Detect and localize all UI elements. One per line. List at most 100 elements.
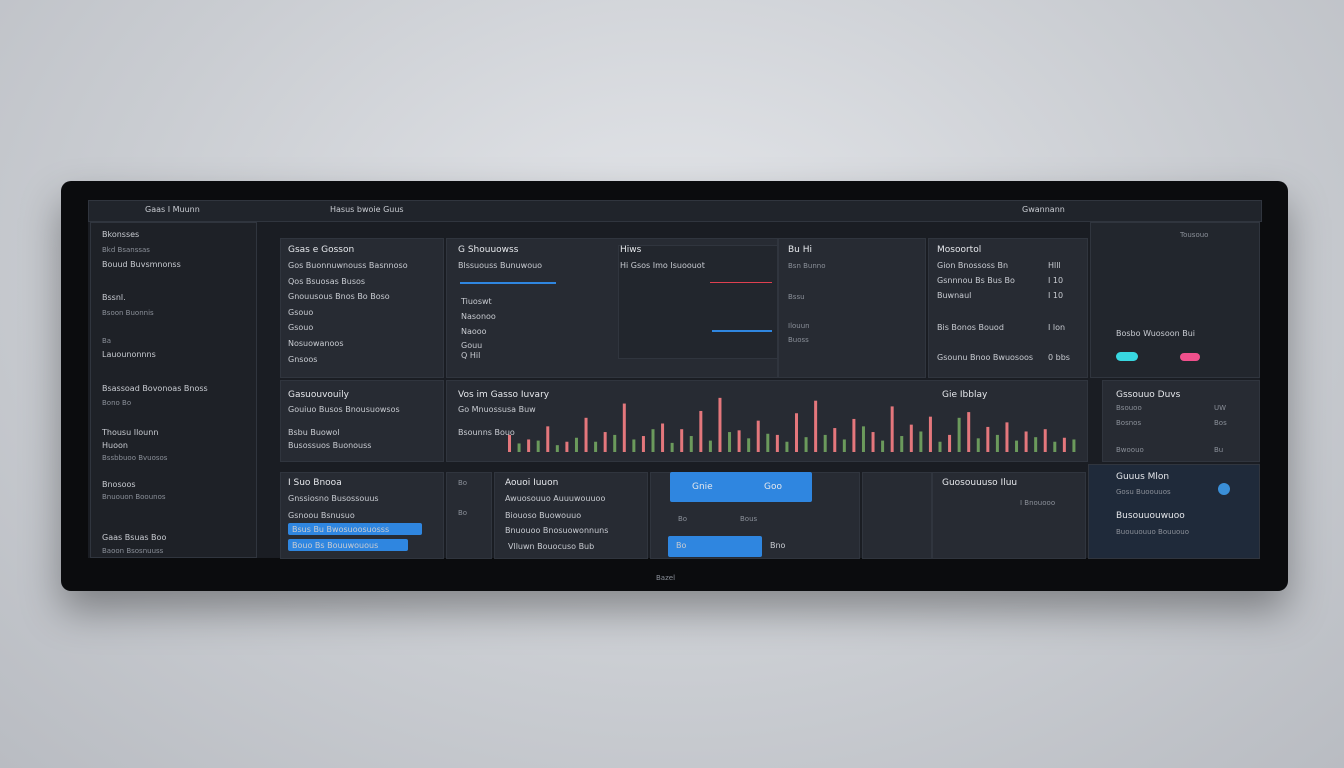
bar xyxy=(555,445,559,452)
bar xyxy=(1015,440,1019,452)
bar xyxy=(584,417,588,452)
label: Gos Buonnuwnouss Basnnoso xyxy=(288,261,408,270)
label: Bssbbuoo Bvuosos xyxy=(102,454,168,462)
label: Bo xyxy=(458,509,468,517)
label: Bouud Buvsmnonss xyxy=(102,260,181,269)
panel xyxy=(1102,380,1260,462)
label: Bnuouoo Bnosuowonnuns xyxy=(505,526,609,535)
label: Bsoon Buonnis xyxy=(102,309,154,317)
tab-header[interactable] xyxy=(670,472,812,502)
bar xyxy=(823,434,827,452)
toggle[interactable] xyxy=(1180,353,1200,361)
label: Buwnaul xyxy=(937,291,972,300)
footer-button[interactable] xyxy=(668,536,762,557)
label: I 10 xyxy=(1048,276,1064,285)
label: Hi Gsos Imo Isuoouot xyxy=(620,261,705,270)
label: Vlluwn Bouocuso Bub xyxy=(508,542,595,551)
screen xyxy=(88,200,1262,559)
label: Bssu xyxy=(788,293,805,301)
label: Bsn Bunno xyxy=(788,262,826,270)
label: Baoon Bsosnuuss xyxy=(102,547,164,555)
button[interactable] xyxy=(288,539,408,551)
panel xyxy=(280,380,444,462)
bar xyxy=(680,429,684,452)
bar xyxy=(881,440,885,452)
label: Lauounonnns xyxy=(102,350,156,359)
panel xyxy=(280,238,444,378)
label: Bu Hi xyxy=(788,245,813,255)
label: Hiws xyxy=(620,245,642,255)
panel xyxy=(862,472,932,559)
bar xyxy=(871,432,875,452)
bar xyxy=(670,442,674,452)
bar xyxy=(718,397,722,452)
panel xyxy=(778,238,926,378)
label: Gsounu Bnoo Bwuosoos xyxy=(937,353,1034,362)
bar xyxy=(1062,437,1066,452)
panel xyxy=(932,472,1086,559)
bar xyxy=(632,439,636,452)
icon[interactable] xyxy=(1218,483,1230,495)
bar xyxy=(986,426,990,452)
label: Guosouuuso Iluu xyxy=(942,478,1018,488)
bar xyxy=(775,434,779,452)
label: UW xyxy=(1214,404,1227,412)
label: Nosuowanoos xyxy=(288,339,344,348)
label: Buouuouuo Bouuouo xyxy=(1116,528,1190,536)
label: Vos im Gasso Iuvary xyxy=(458,390,550,400)
label: Bsassoad Bovonoas Bnoss xyxy=(102,384,208,393)
bar xyxy=(708,440,712,452)
sidebar xyxy=(90,222,257,558)
bar xyxy=(594,441,598,452)
bar xyxy=(613,434,617,452)
label: Bssnl. xyxy=(102,293,126,302)
bar xyxy=(833,428,837,452)
label: Gsas e Gosson xyxy=(288,245,355,255)
label: Gouiuo Busos Bnousuowsos xyxy=(288,405,400,414)
label: Bo xyxy=(458,479,468,487)
bar xyxy=(574,437,578,452)
progress xyxy=(712,330,772,332)
bar xyxy=(948,434,952,452)
label: Hasus bwoie Guus xyxy=(330,205,404,214)
toggle[interactable] xyxy=(1116,352,1138,361)
bar xyxy=(861,426,865,452)
label: Gasuouvouily xyxy=(288,390,349,400)
label: Bosbo Wuosoon Bui xyxy=(1116,329,1196,338)
label: Gouu xyxy=(461,341,483,350)
label: Bwoouo xyxy=(1116,446,1144,454)
bar xyxy=(814,400,818,452)
progress xyxy=(710,282,772,283)
bar xyxy=(622,403,626,452)
bar xyxy=(852,418,856,452)
bar xyxy=(565,441,569,452)
bar xyxy=(967,412,971,452)
bar xyxy=(1024,431,1028,452)
sub-panel xyxy=(618,245,778,359)
bar xyxy=(766,433,770,452)
label: Bu xyxy=(1214,446,1224,454)
label: Gssouuo Duvs xyxy=(1116,390,1181,400)
label: Huoon xyxy=(102,441,128,450)
label: Gsnnnou Bs Bus Bo xyxy=(937,276,1015,285)
label: Bno xyxy=(770,541,786,550)
label: Qos Bsuosas Busos xyxy=(288,277,366,286)
label: Gie Ibblay xyxy=(942,390,988,400)
label: Bsus Bu Bwosuoosuosss xyxy=(292,525,390,534)
bar xyxy=(1043,429,1047,452)
button[interactable] xyxy=(288,523,422,535)
label: Bis Bonos Bouod xyxy=(937,323,1004,332)
bar xyxy=(699,410,703,452)
label: Bos xyxy=(1214,419,1227,427)
bar xyxy=(517,443,521,452)
bar xyxy=(527,439,531,452)
label: Gsouo xyxy=(288,308,314,317)
label: Bono Bo xyxy=(102,399,132,407)
label: Go Mnuossusa Buw xyxy=(458,405,536,414)
label: Bous xyxy=(740,515,758,523)
bar xyxy=(890,406,894,452)
label: Awuosouuo Auuuwouuoo xyxy=(505,494,606,503)
bar xyxy=(1005,422,1009,452)
label: Bo xyxy=(676,541,687,550)
